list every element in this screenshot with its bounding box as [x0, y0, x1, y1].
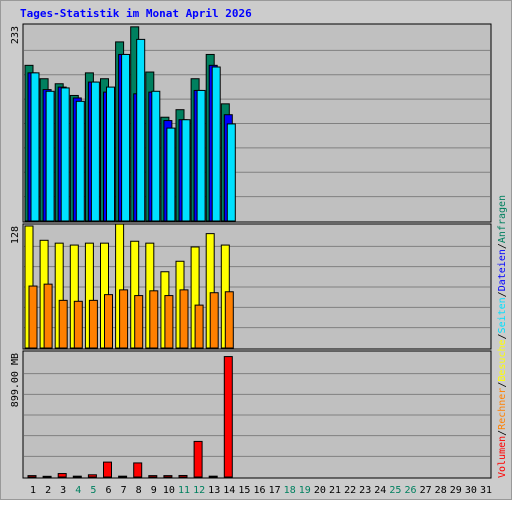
bar-volumen-day-2 — [42, 475, 52, 478]
x-label-day-17: 17 — [269, 485, 281, 496]
bar-rechner-day-14 — [224, 291, 234, 349]
legend-item-rechner: Rechner — [497, 388, 508, 430]
bar-rechner-day-1 — [28, 285, 38, 349]
x-label-day-20: 20 — [314, 485, 326, 496]
legend-item-besuche: Besuche — [497, 339, 508, 381]
x-label-day-18: 18 — [284, 485, 296, 496]
x-label-day-26: 26 — [404, 485, 416, 496]
bar-rechner-day-5 — [88, 299, 98, 349]
legend: Volumen/Rechner/Besuche/Seiten/Dateien/A… — [497, 195, 508, 478]
bar-seiten-day-12 — [196, 89, 206, 222]
panel-2-ymax-label: 128 — [10, 226, 21, 244]
x-label-day-6: 6 — [105, 485, 111, 496]
panel-2: 128 — [10, 223, 492, 350]
x-label-day-12: 12 — [193, 485, 205, 496]
bar-volumen-day-13 — [208, 475, 218, 478]
bar-volumen-day-5 — [87, 474, 97, 478]
bar-rechner-day-8 — [134, 295, 144, 349]
x-label-day-24: 24 — [374, 485, 386, 496]
bar-seiten-day-6 — [106, 86, 115, 222]
legend-separator: / — [497, 291, 508, 297]
bar-volumen-day-10 — [163, 475, 173, 478]
bar-volumen-day-6 — [103, 461, 112, 478]
x-label-day-28: 28 — [435, 485, 447, 496]
bar-rechner-day-3 — [58, 299, 68, 349]
bar-rechner-day-10 — [164, 295, 174, 349]
legend-separator: / — [497, 243, 508, 249]
panel-1: 233 — [10, 23, 492, 223]
bar-rechner-day-7 — [119, 289, 129, 349]
bar-rechner-day-12 — [194, 304, 204, 349]
bar-seiten-day-13 — [211, 66, 221, 222]
bar-seiten-day-7 — [121, 53, 131, 222]
bar-rechner-day-6 — [104, 294, 113, 349]
panel-3-ymax-label: 899.00 MB — [10, 353, 21, 407]
bar-rechner-day-4 — [73, 300, 83, 349]
bar-volumen-day-7 — [118, 475, 128, 478]
bar-seiten-day-5 — [90, 81, 100, 222]
bar-seiten-day-1 — [30, 72, 40, 222]
x-label-day-15: 15 — [238, 485, 250, 496]
bar-seiten-day-11 — [181, 119, 191, 222]
bar-seiten-day-4 — [75, 100, 85, 222]
x-label-day-16: 16 — [253, 485, 265, 496]
x-label-day-13: 13 — [208, 485, 220, 496]
bar-volumen-day-14 — [223, 356, 233, 478]
legend-separator: / — [497, 333, 508, 339]
bar-seiten-day-14 — [226, 123, 236, 222]
bar-seiten-day-3 — [60, 87, 70, 222]
bar-rechner-day-2 — [43, 283, 53, 349]
x-label-day-7: 7 — [121, 485, 127, 496]
x-axis-day-labels: 1 2 3 4 5 6 7 8 9 10 11 12 13 14 15 16 17 18 19 20 21 22 23 24 2… — [30, 485, 492, 496]
x-label-day-4: 4 — [75, 485, 81, 496]
bar-volumen-day-8 — [133, 462, 143, 478]
bar-rechner-day-11 — [179, 289, 189, 349]
bar-seiten-day-9 — [151, 90, 161, 222]
bar-volumen-day-4 — [72, 475, 82, 478]
bar-seiten-day-10 — [166, 127, 176, 222]
bar-seiten-day-8 — [136, 38, 146, 222]
x-label-day-8: 8 — [136, 485, 142, 496]
panel-3: 899.00 MB — [10, 350, 492, 479]
chart-title: Tages-Statistik im Monat April 2026 — [20, 7, 252, 20]
bar-volumen-day-9 — [148, 475, 158, 478]
x-label-day-27: 27 — [420, 485, 432, 496]
x-label-day-3: 3 — [60, 485, 66, 496]
x-label-day-11: 11 — [178, 485, 190, 496]
bar-volumen-day-12 — [193, 440, 203, 478]
bar-volumen-day-3 — [57, 473, 67, 478]
x-label-day-2: 2 — [45, 485, 51, 496]
bar-volumen-day-11 — [178, 474, 188, 478]
x-label-day-10: 10 — [163, 485, 175, 496]
legend-item-dateien: Dateien — [497, 249, 508, 291]
x-label-day-5: 5 — [90, 485, 96, 496]
chart-panels: 233 128 899.00 MB — [10, 23, 492, 479]
bar-rechner-day-9 — [149, 290, 159, 349]
legend-item-volumen: Volumen — [497, 436, 508, 478]
x-label-day-31: 31 — [480, 485, 492, 496]
x-label-day-14: 14 — [223, 485, 235, 496]
x-label-day-30: 30 — [465, 485, 477, 496]
bar-rechner-day-13 — [209, 292, 219, 349]
panel-1-ymax-label: 233 — [10, 26, 21, 44]
legend-separator: / — [497, 382, 508, 388]
bar-volumen-day-1 — [27, 475, 37, 478]
x-label-day-25: 25 — [389, 485, 401, 496]
legend-text: Volumen/Rechner/Besuche/Seiten/Dateien/A… — [497, 195, 508, 478]
x-label-day-22: 22 — [344, 485, 356, 496]
x-label-day-1: 1 — [30, 485, 36, 496]
legend-separator: / — [497, 430, 508, 436]
bar-seiten-day-2 — [45, 90, 55, 222]
legend-item-anfragen: Anfragen — [497, 195, 508, 243]
x-label-day-23: 23 — [359, 485, 371, 496]
x-label-day-29: 29 — [450, 485, 462, 496]
legend-item-seiten: Seiten — [497, 297, 508, 333]
x-label-day-21: 21 — [329, 485, 341, 496]
x-label-day-9: 9 — [151, 485, 157, 496]
x-label-day-19: 19 — [299, 485, 311, 496]
